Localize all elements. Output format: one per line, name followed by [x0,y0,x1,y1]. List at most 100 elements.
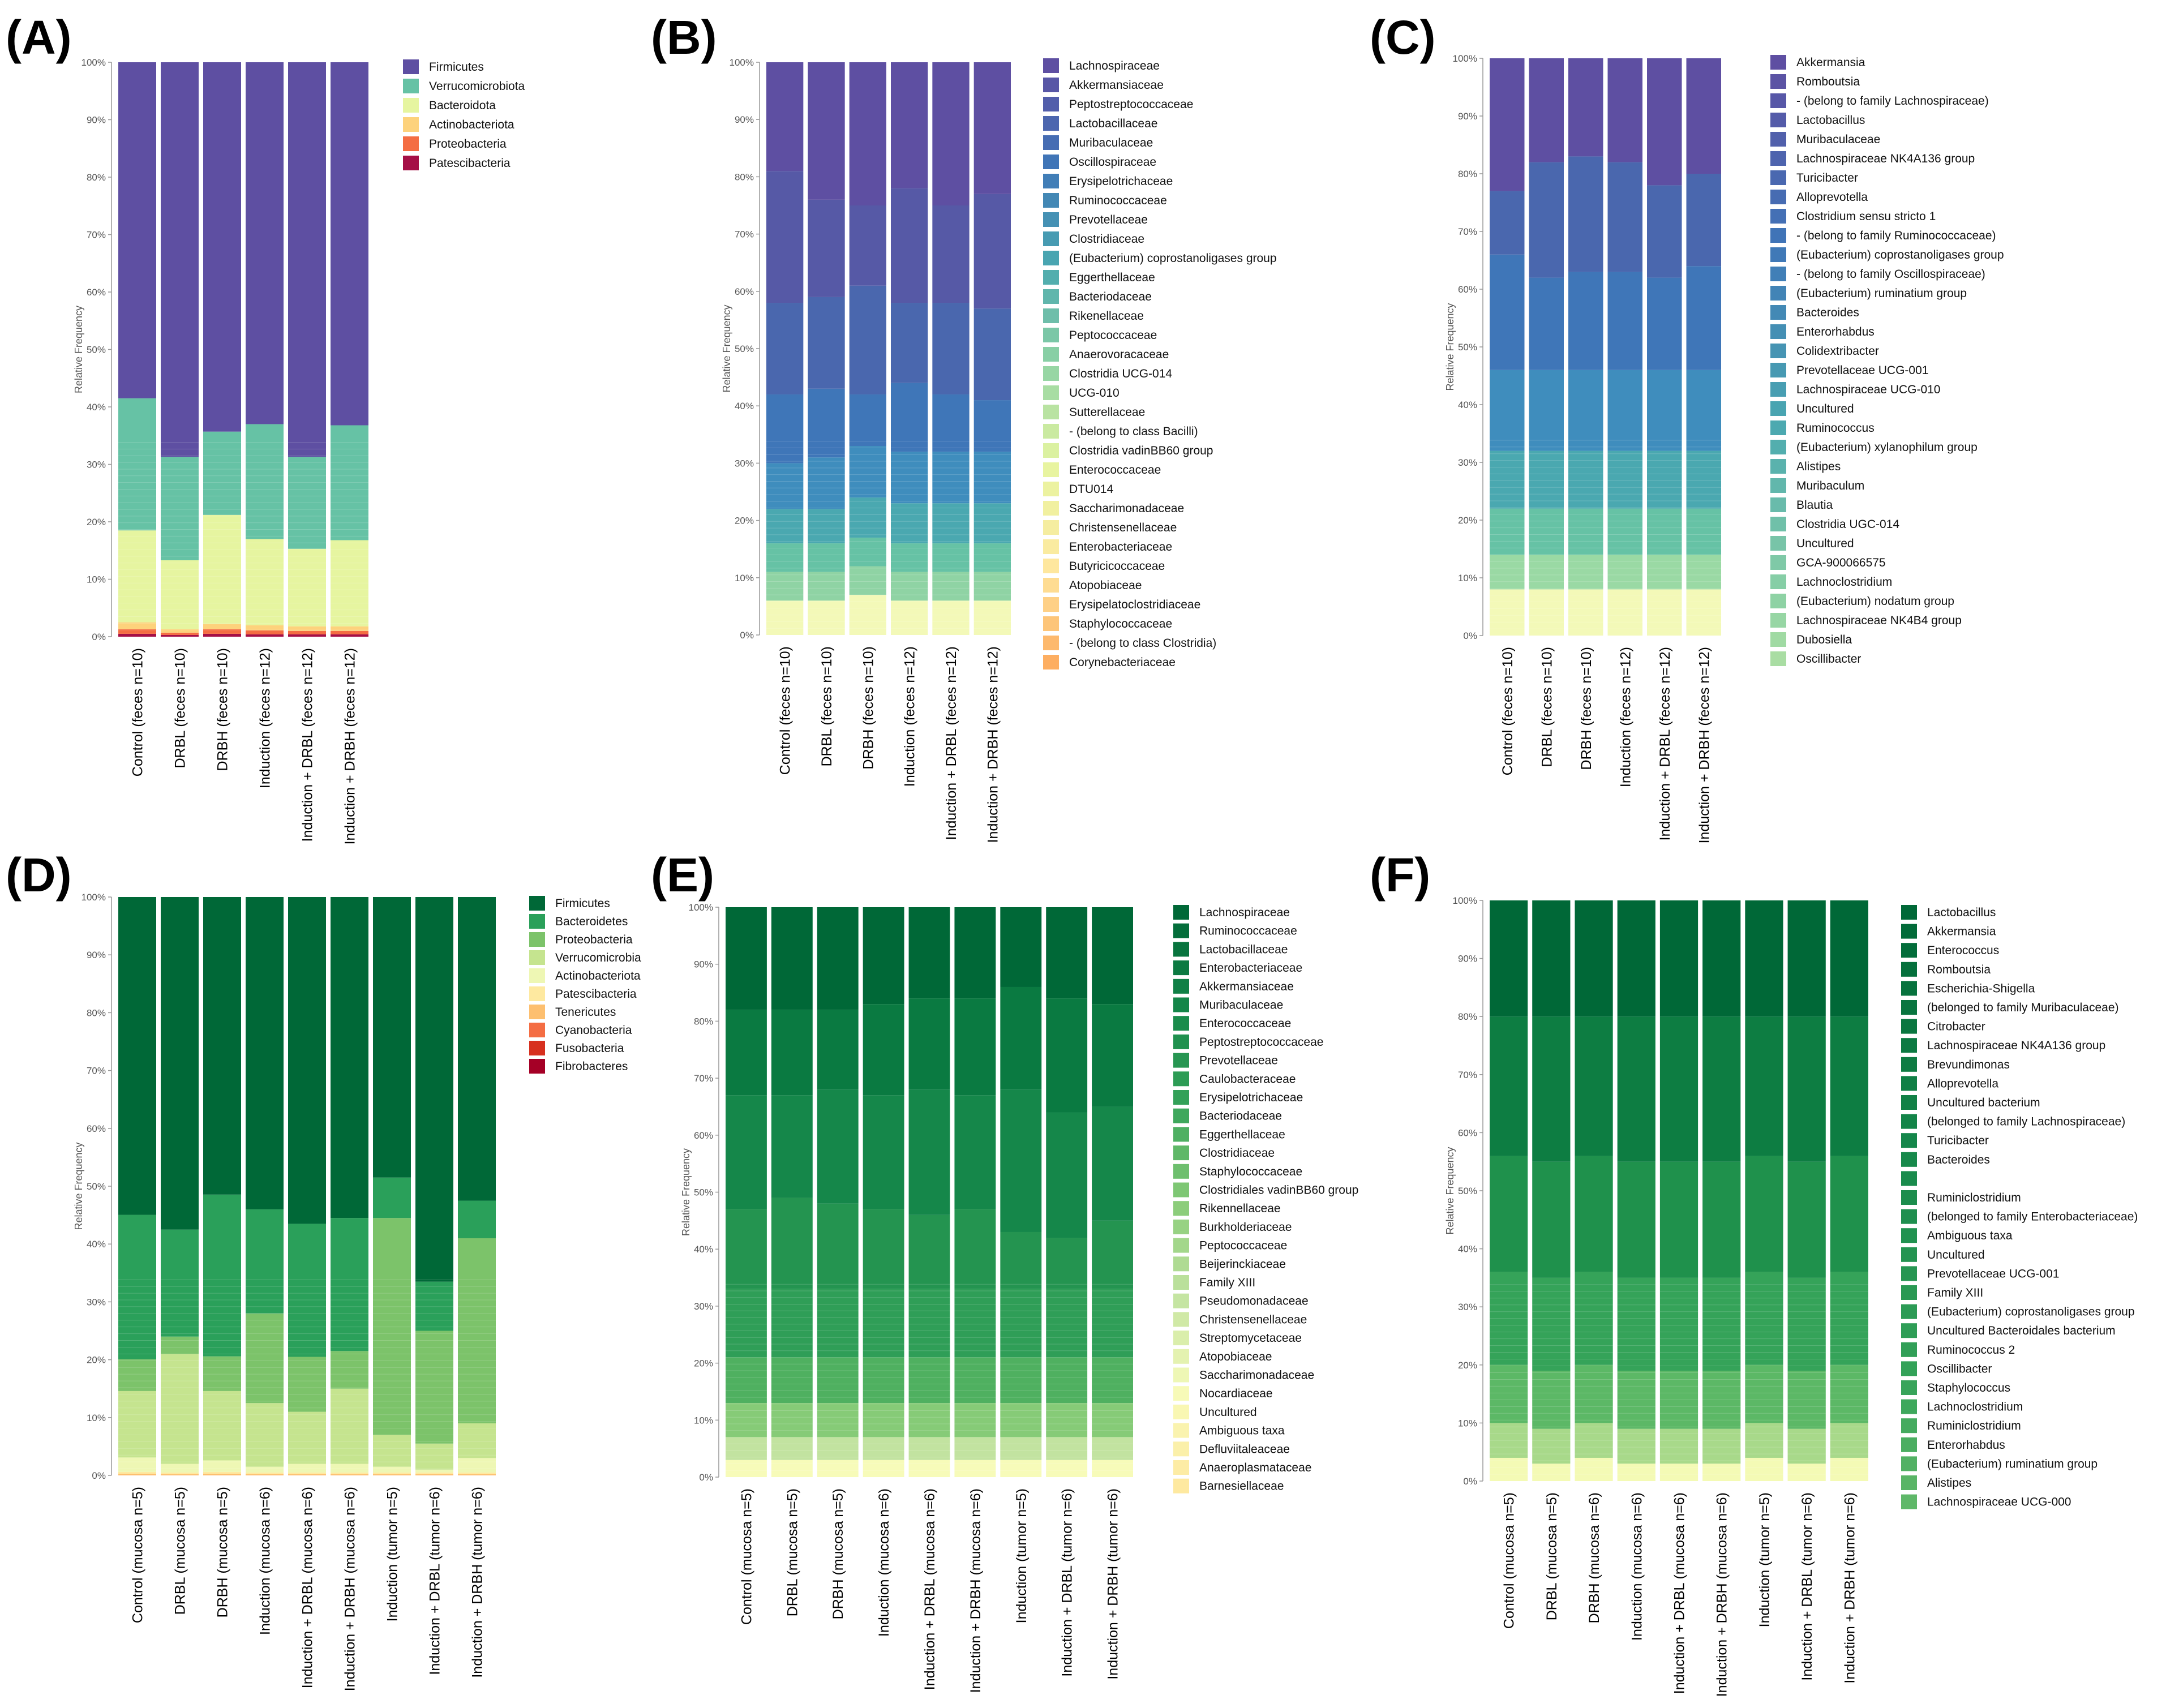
legend-label: Patescibacteria [555,988,637,1001]
bar-segment [1490,1272,1528,1365]
legend-swatch [1901,1494,1917,1509]
bar-segment [808,509,845,544]
legend-swatch [1043,308,1059,323]
bar-segment [1702,1428,1741,1464]
x-tick-label: DRBH (mucosa n=5) [215,1487,231,1617]
bar-segment [932,205,970,303]
bar-segment [1686,58,1721,174]
bar-segment [1787,1464,1826,1481]
legend-label: Clostridium sensu stricto 1 [1796,210,1936,223]
bar-segment [973,452,1011,504]
bar-segment [1092,1437,1133,1460]
bar-segment [161,1474,199,1475]
y-tick-label: 80% [87,172,106,183]
chart-panel-c: (C) 0% 10% 20% 30% 40% 50% 60% 70% 80% 90% 100% Rela… [1370,11,2004,843]
legend-swatch [1901,1019,1917,1034]
legend-label: Oscillospiraceae [1069,156,1156,169]
legend-label: Bacteroidota [429,99,496,112]
bar-segment [1568,370,1603,451]
bar-segment [1046,1289,1088,1358]
legend-label: Citrobacter [1927,1020,1985,1033]
legend-label: Defluviitaleaceae [1199,1443,1290,1456]
y-tick-label: 100% [82,892,106,903]
legend-swatch [1043,559,1059,573]
bar-segment [808,543,845,572]
bar-segment [246,1466,284,1473]
bar-segment [771,1010,813,1096]
x-tick-label: Induction + DRBH (tumor n=6) [1842,1492,1858,1684]
bar-segment [1568,589,1603,636]
bar-segment [331,540,368,626]
legend-label: Lachnospiraceae UCG-010 [1796,383,1940,396]
y-tick-label: 60% [87,1123,106,1134]
x-tick-label: DRBH (mucosa n=5) [830,1488,846,1619]
bar-segment [1607,370,1642,451]
x-tick-label: DRBL (feces n=10) [1539,647,1555,767]
bar-segment [1607,508,1642,555]
bar-segment [817,1089,859,1204]
legend-label: Enterobacteriaceae [1069,540,1172,553]
legend-swatch [1043,501,1059,516]
bar-segment [891,383,928,452]
x-tick-label: Induction + DRBL (feces n=12) [300,648,316,842]
legend-label: - (belong to class Bacilli) [1069,425,1198,438]
legend-swatch [1173,1164,1189,1179]
y-tick-label: 70% [694,1073,713,1084]
legend-swatch [1770,363,1786,377]
bar-segment [973,543,1011,572]
legend-swatch [1043,270,1059,285]
bar-segment [1702,1464,1741,1481]
bar-segment [458,1458,496,1473]
bar-segment [161,632,199,635]
bar-segment [1092,1220,1133,1289]
legend-swatch [1173,1090,1189,1105]
legend-swatch [1173,1349,1189,1364]
bar-segment [1787,1277,1826,1371]
legend-label: Lactobacillaceae [1199,943,1288,956]
bar-segment [203,1460,241,1472]
bar-segment [161,1472,199,1474]
y-tick-label: 90% [87,950,106,960]
legend-label: Anaerovoracaceae [1069,348,1169,361]
bar-segment [415,1469,453,1473]
legend-label: Lachnospiraceae NK4A136 group [1796,152,1975,165]
bar-segment [1659,1464,1699,1481]
legend-swatch [1173,1404,1189,1419]
legend-swatch [1173,1460,1189,1475]
y-tick-label: 80% [1458,169,1477,179]
bar-segment [954,1437,996,1460]
legend-swatch [1173,1478,1189,1494]
legend-swatch [1770,247,1786,262]
legend-swatch [1043,58,1059,73]
bar-segment [726,1437,767,1460]
bar-segment [1647,450,1682,509]
bar-segment [908,1215,950,1289]
x-tick-label: Induction (feces n=12) [1618,647,1633,787]
legend-label: Lachnospiraceae UCG-000 [1927,1496,2071,1509]
legend-label: Family XIII [1199,1276,1255,1289]
legend-swatch [1173,1219,1189,1234]
y-tick-label: 50% [87,345,106,355]
legend-swatch [529,1041,545,1055]
legend-swatch [1901,1437,1917,1452]
chart-panel-f: (F) 0% 10% 20% 30% 40% 50% 60% 70% 80% 90% 100% Rela… [1370,848,2138,1697]
legend-swatch [1043,462,1059,477]
bar-segment [1702,1161,1741,1278]
bar-segment [118,1391,156,1458]
legend-label: Clostridia UGC-014 [1796,518,1899,531]
legend-label: Eggerthellaceae [1199,1128,1285,1141]
x-tick-label: DRBL (feces n=10) [173,648,188,768]
bar-segment [1046,1403,1088,1437]
bar-segment [415,1443,453,1470]
legend-swatch [1901,1133,1917,1148]
legend-swatch [1043,116,1059,131]
x-tick-label: Control (mucosa n=5) [1502,1492,1517,1629]
legend-swatch [1043,597,1059,612]
bar-segment [373,1435,411,1467]
y-axis-label: Relative Frequency [721,304,732,392]
bar-segment [1529,58,1564,162]
bar-segment [331,1351,368,1389]
bar-segment [1607,58,1642,162]
legend-swatch [1173,1145,1189,1161]
bar-segment [1532,1371,1571,1429]
